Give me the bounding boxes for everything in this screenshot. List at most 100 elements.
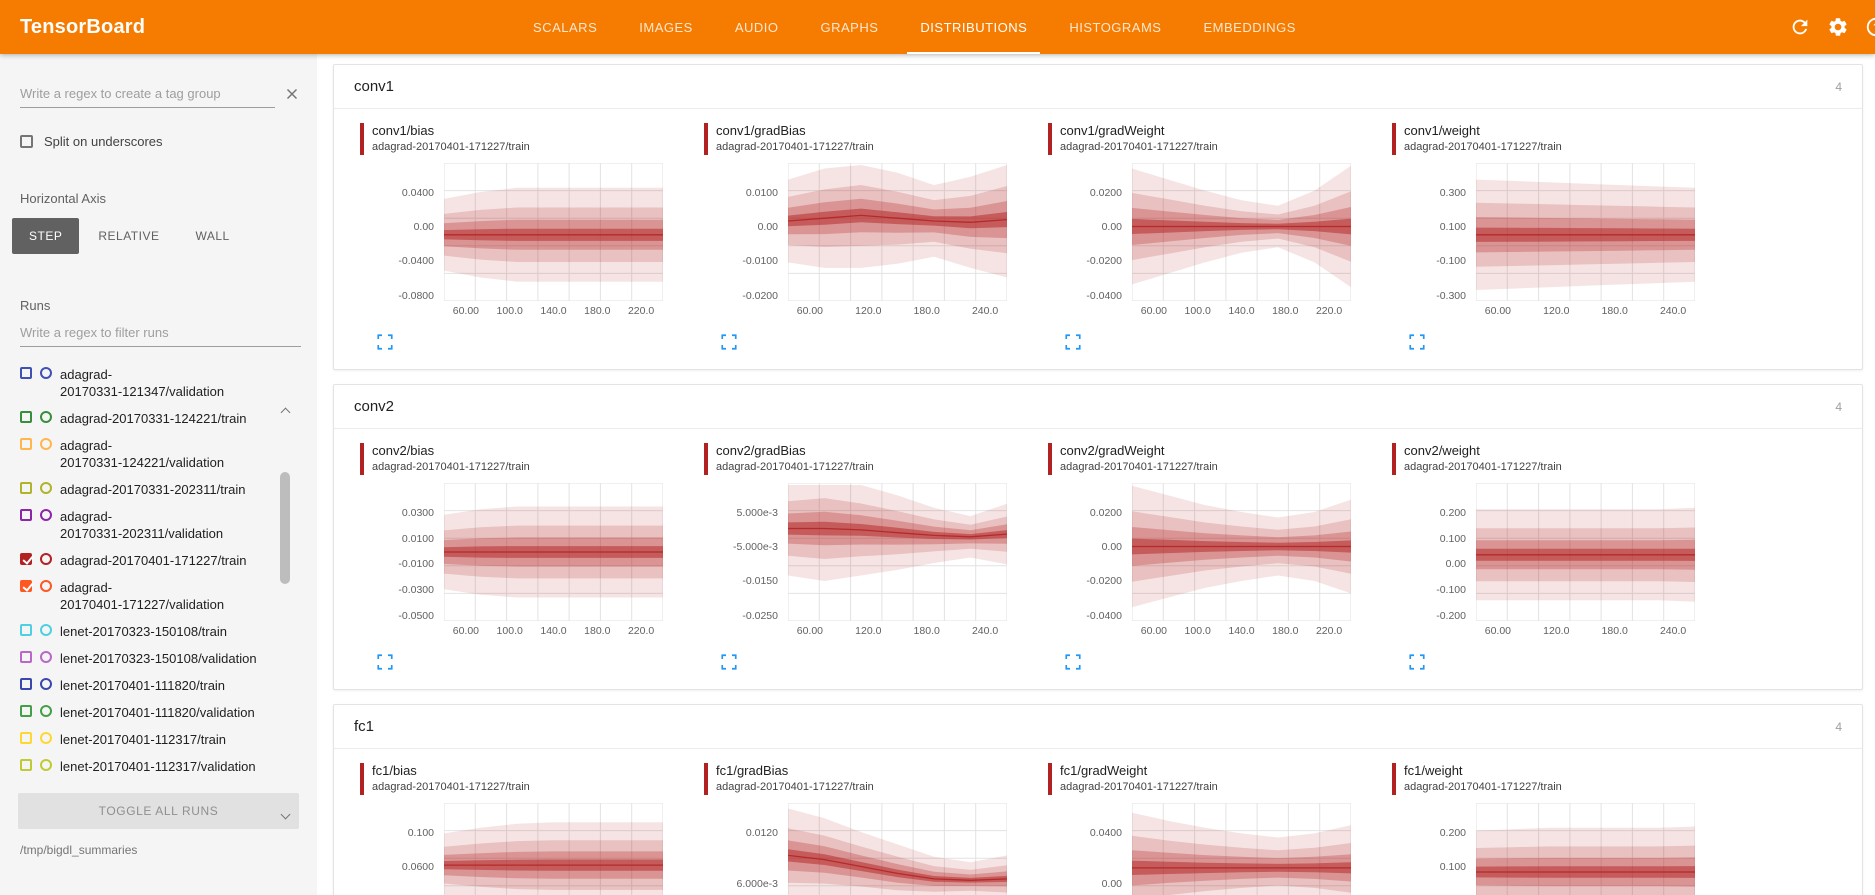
expand-chart-button[interactable]: [720, 331, 742, 353]
run-checkbox[interactable]: [20, 411, 32, 423]
run-label-line: lenet-20170323-150108/validation: [60, 651, 257, 666]
run-radio[interactable]: [40, 624, 52, 636]
y-tick-label: -0.0200: [1086, 255, 1122, 268]
run-label-line: adagrad-: [60, 580, 113, 595]
run-checkbox[interactable]: [20, 678, 32, 690]
run-checkbox[interactable]: [20, 705, 32, 717]
split-underscores-row[interactable]: Split on underscores: [20, 134, 297, 149]
tag-filter-input[interactable]: [20, 80, 275, 108]
run-radio[interactable]: [40, 367, 52, 379]
run-item[interactable]: lenet-20170401-111820/train: [20, 672, 281, 699]
expand-chart-button[interactable]: [1064, 331, 1086, 353]
chart-titles: fc1/gradWeight adagrad-20170401-171227/t…: [1060, 763, 1218, 795]
x-tick-label: 240.0: [971, 625, 999, 637]
chart-titles: conv1/weight adagrad-20170401-171227/tra…: [1404, 123, 1562, 155]
tab-audio[interactable]: AUDIO: [734, 19, 779, 35]
run-checkbox[interactable]: [20, 553, 32, 565]
run-item[interactable]: adagrad-20170331-124221/train: [20, 405, 281, 432]
run-checkbox[interactable]: [20, 367, 32, 379]
axis-button-relative[interactable]: RELATIVE: [81, 218, 176, 254]
run-item[interactable]: adagrad-20170331-202311/train: [20, 476, 281, 503]
scrollbar-thumb[interactable]: [280, 472, 290, 584]
expand-chart-button[interactable]: [720, 651, 742, 673]
tab-scalars[interactable]: SCALARS: [533, 19, 598, 35]
run-item[interactable]: lenet-20170323-150108/validation: [20, 645, 281, 672]
tab-distributions[interactable]: DISTRIBUTIONS: [899, 0, 1048, 54]
run-radio[interactable]: [40, 580, 52, 592]
run-radio[interactable]: [40, 438, 52, 450]
run-color-bar: [704, 443, 708, 475]
distribution-plot[interactable]: [444, 483, 663, 621]
run-radio[interactable]: [40, 705, 52, 717]
axis-button-wall[interactable]: WALL: [178, 218, 246, 254]
run-radio[interactable]: [40, 651, 52, 663]
run-item[interactable]: lenet-20170401-111820/validation: [20, 699, 281, 726]
distribution-plot[interactable]: [788, 483, 1007, 621]
run-radio[interactable]: [40, 732, 52, 744]
scroll-up-icon[interactable]: [280, 407, 290, 418]
runs-scrollbar[interactable]: [279, 406, 291, 822]
section-header[interactable]: conv2 4: [334, 385, 1862, 428]
run-checkbox[interactable]: [20, 759, 32, 771]
distribution-plot[interactable]: [1132, 803, 1351, 895]
settings-icon[interactable]: [1827, 16, 1849, 38]
chart-title: fc1/bias: [372, 763, 417, 778]
run-item[interactable]: lenet-20170401-112317/train: [20, 726, 281, 753]
y-tick-label: 0.100: [1439, 861, 1466, 874]
run-checkbox[interactable]: [20, 580, 32, 592]
distribution-plot[interactable]: [1476, 163, 1695, 301]
run-item[interactable]: adagrad- 20170331-121347/validation: [20, 361, 281, 405]
run-label-line: lenet-20170401-112317/train: [60, 732, 227, 747]
expand-chart-button[interactable]: [1064, 651, 1086, 673]
main-content: conv1 4 conv1/bias adagrad-20170401-1712…: [317, 54, 1875, 895]
expand-chart-button[interactable]: [1408, 651, 1430, 673]
run-item[interactable]: adagrad- 20170331-202311/validation: [20, 503, 281, 547]
tab-histograms[interactable]: HISTOGRAMS: [1069, 19, 1162, 35]
chart-title: fc1/gradWeight: [1060, 763, 1148, 778]
expand-chart-button[interactable]: [1408, 331, 1430, 353]
runs-label: Runs: [20, 298, 51, 313]
distribution-plot[interactable]: [788, 163, 1007, 301]
distribution-plot[interactable]: [444, 163, 663, 301]
checkbox-icon[interactable]: [20, 135, 33, 148]
scroll-down-icon[interactable]: [280, 809, 290, 820]
run-checkbox[interactable]: [20, 509, 32, 521]
run-checkbox[interactable]: [20, 482, 32, 494]
distribution-plot[interactable]: [788, 803, 1007, 895]
help-icon[interactable]: ?: [1865, 16, 1875, 38]
run-item[interactable]: lenet-20170323-150108/train: [20, 618, 281, 645]
toggle-all-runs-button[interactable]: TOGGLE ALL RUNS: [18, 793, 299, 829]
expand-icon: [1065, 334, 1081, 350]
expand-chart-button[interactable]: [376, 651, 398, 673]
run-checkbox[interactable]: [20, 732, 32, 744]
section-header[interactable]: conv1 4: [334, 65, 1862, 108]
tab-embeddings[interactable]: EMBEDDINGS: [1203, 19, 1296, 35]
run-filter-input[interactable]: [20, 319, 301, 347]
section-header[interactable]: fc1 4: [334, 705, 1862, 748]
distribution-plot[interactable]: [444, 803, 663, 895]
distribution-plot[interactable]: [1132, 163, 1351, 301]
distribution-plot[interactable]: [1476, 483, 1695, 621]
run-checkbox[interactable]: [20, 438, 32, 450]
run-checkbox[interactable]: [20, 624, 32, 636]
axis-button-step[interactable]: STEP: [12, 218, 80, 254]
tab-images[interactable]: IMAGES: [639, 19, 693, 35]
run-item[interactable]: lenet-20170401-112317/validation: [20, 753, 281, 777]
run-item[interactable]: adagrad- 20170401-171227/validation: [20, 574, 281, 618]
run-item[interactable]: adagrad- 20170331-124221/validation: [20, 432, 281, 476]
refresh-icon[interactable]: [1789, 16, 1811, 38]
tab-graphs[interactable]: GRAPHS: [820, 19, 879, 35]
distribution-plot[interactable]: [1132, 483, 1351, 621]
distribution-plot[interactable]: [1476, 803, 1695, 895]
run-radio[interactable]: [40, 759, 52, 771]
run-radio[interactable]: [40, 553, 52, 565]
run-item[interactable]: adagrad-20170401-171227/train: [20, 547, 281, 574]
expand-chart-button[interactable]: [376, 331, 398, 353]
run-radio[interactable]: [40, 509, 52, 521]
run-checkbox[interactable]: [20, 651, 32, 663]
run-radio[interactable]: [40, 411, 52, 423]
close-icon[interactable]: [283, 85, 301, 103]
run-radio[interactable]: [40, 482, 52, 494]
run-radio[interactable]: [40, 678, 52, 690]
